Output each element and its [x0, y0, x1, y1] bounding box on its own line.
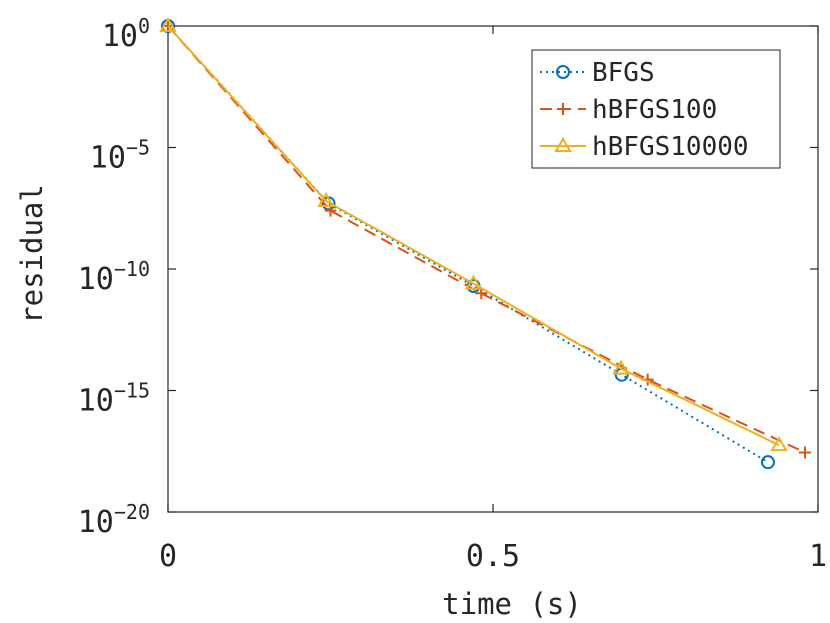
- legend-marker-0: [556, 65, 570, 79]
- y-tick-base: 10: [78, 384, 114, 419]
- y-tick-label-3: 10−15: [78, 379, 150, 419]
- x-tick-label-0: 0: [159, 539, 177, 574]
- legend-marker-2: [554, 137, 572, 152]
- y-tick-base: 10: [90, 141, 126, 176]
- series-layer: [159, 17, 811, 470]
- x-axis-label: time (s): [442, 587, 582, 621]
- series-1-point-4: [799, 446, 811, 459]
- x-tick-label-1: 0.5: [466, 539, 520, 574]
- y-axis-label: residual: [15, 184, 49, 324]
- y-tick-label-1: 10−5: [90, 136, 150, 176]
- series-2-point-3: [612, 359, 630, 375]
- y-tick-base: 10: [102, 19, 138, 54]
- y-tick-exponent: −5: [126, 136, 150, 160]
- series-hbfgs10000: [159, 17, 788, 452]
- legend-label-2: hBFGS10000: [592, 132, 749, 162]
- legend-label-0: BFGS: [592, 58, 655, 88]
- series-2-point-4: [770, 436, 788, 452]
- y-tick-exponent: −10: [114, 257, 150, 281]
- y-tick-exponent: −15: [114, 379, 150, 403]
- y-tick-exponent: −20: [114, 500, 150, 524]
- series-line-1: [167, 25, 806, 454]
- y-tick-label-0: 100: [102, 14, 150, 54]
- series-2-point-1: [317, 191, 335, 207]
- y-tick-base: 10: [78, 262, 114, 297]
- legend-label-1: hBFGS100: [592, 95, 717, 125]
- legend-box: [531, 49, 781, 169]
- y-tick-label-4: 10−20: [78, 500, 150, 540]
- legend: BFGS hBFGS100 hBFGS10000: [531, 49, 781, 169]
- x-tick-label-2: 1: [809, 539, 827, 574]
- y-tick-base: 10: [78, 505, 114, 540]
- series-0-point-4: [760, 455, 775, 470]
- legend-marker-1: [557, 103, 569, 115]
- y-tick-exponent: 0: [138, 14, 150, 38]
- series-2-point-0: [159, 17, 177, 32]
- y-tick-label-2: 10−10: [78, 257, 150, 297]
- series-line-2: [167, 25, 780, 447]
- series-2-point-2: [464, 274, 483, 290]
